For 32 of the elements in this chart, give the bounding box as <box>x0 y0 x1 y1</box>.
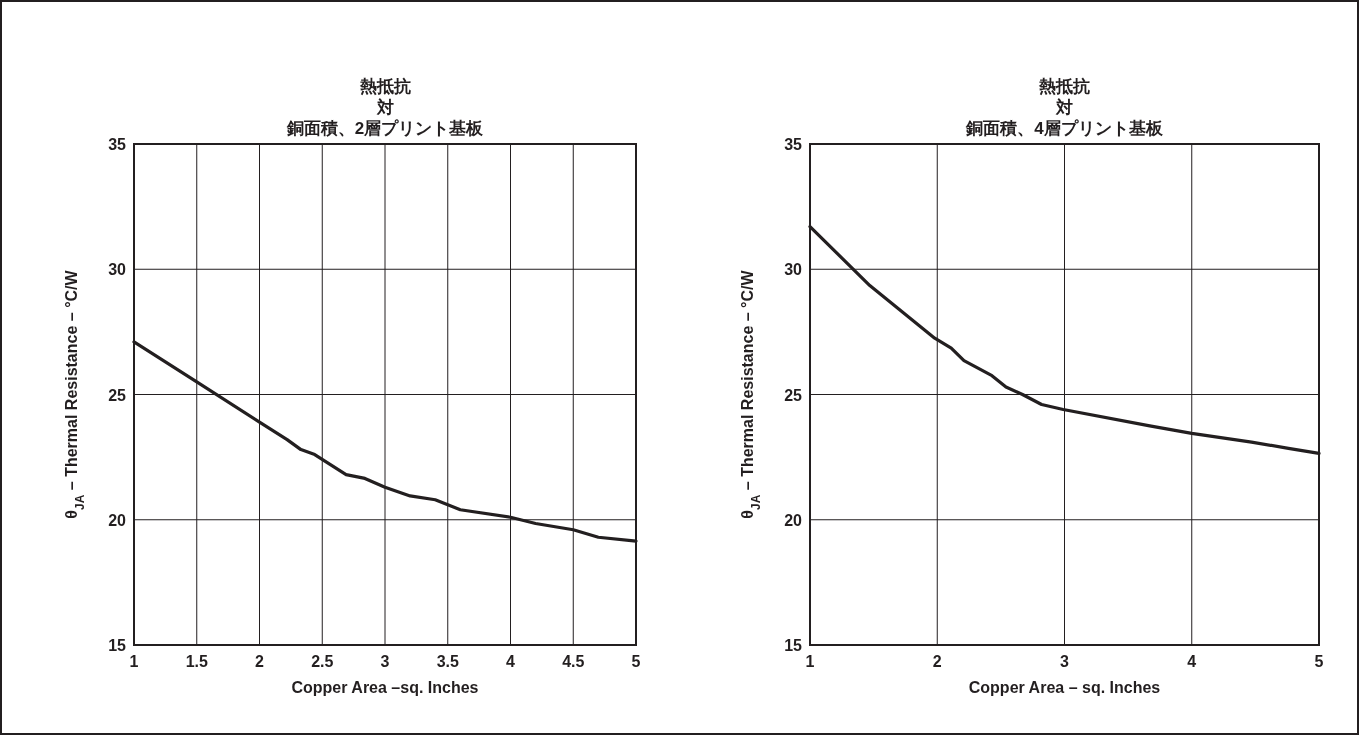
y-tick-label: 25 <box>108 386 127 404</box>
text: 銅面積、2層プリント基板 <box>285 119 485 138</box>
chart-subtitle: 対 <box>1055 98 1073 117</box>
y-tick-label: 20 <box>108 511 127 529</box>
x-axis-title: Copper Area –sq. Inches <box>291 679 479 696</box>
x-tick-label: 4 <box>506 653 516 670</box>
chart-title: 熱抵抗 <box>358 77 411 96</box>
x-tick-label: 3.5 <box>436 653 459 670</box>
x-tick-label: 1.5 <box>185 653 208 670</box>
x-tick-label: 1 <box>805 653 815 670</box>
x-tick-label: 4.5 <box>562 653 585 670</box>
x-tick-label: 3 <box>1060 653 1070 670</box>
x-tick-label: 3 <box>380 653 390 670</box>
chart-subtitle: 対 <box>375 98 394 117</box>
y-tick-label: 25 <box>784 386 803 404</box>
y-tick-label: 30 <box>108 261 127 279</box>
y-tick-label: 35 <box>108 136 127 153</box>
x-axis-title: Copper Area – sq. Inches <box>968 679 1161 696</box>
x-tick-label: 4 <box>1187 653 1197 670</box>
y-tick-label: 20 <box>784 511 803 529</box>
x-tick-label: 5 <box>1314 653 1324 670</box>
y-tick-label: 35 <box>784 136 803 153</box>
chart-title: 熱抵抗 <box>1038 77 1090 96</box>
x-tick-label: 2.5 <box>311 653 334 670</box>
x-tick-label: 1 <box>129 653 139 670</box>
y-tick-label: 15 <box>784 637 803 654</box>
y-tick-label: 30 <box>784 261 803 279</box>
text: 銅面積、4層プリント基板 <box>965 119 1164 138</box>
x-tick-label: 2 <box>255 653 265 670</box>
x-tick-label: 5 <box>631 653 641 670</box>
x-tick-label: 2 <box>932 653 942 670</box>
y-tick-label: 15 <box>108 637 127 654</box>
